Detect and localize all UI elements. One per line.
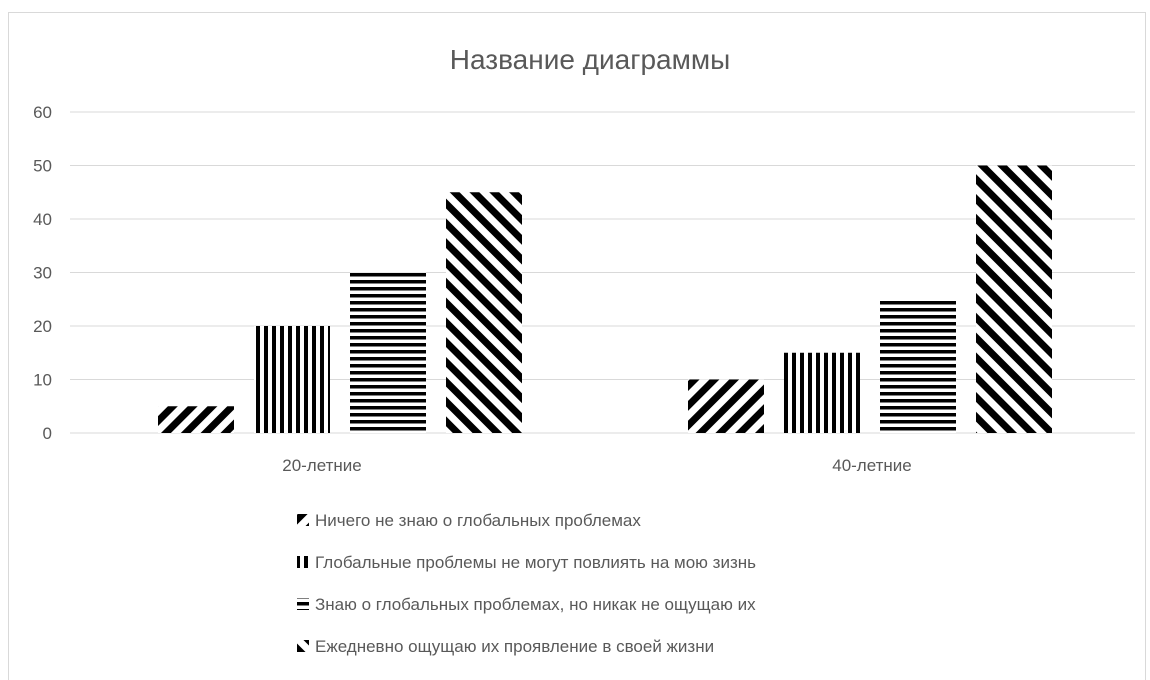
- legend: Ничего не знаю о глобальных проблемах Гло…: [297, 511, 756, 656]
- y-tick-label: 20: [33, 317, 52, 336]
- y-tick-label: 40: [33, 210, 52, 229]
- legend-label: Глобальные проблемы не могут повлиять на…: [315, 553, 756, 572]
- legend-label: Ничего не знаю о глобальных проблемах: [315, 511, 641, 530]
- legend-swatch: [297, 514, 309, 526]
- y-axis-ticks: 0 10 20 30 40 50 60: [33, 103, 52, 443]
- bar-series-3-first: [350, 272, 426, 433]
- y-tick-label: 60: [33, 103, 52, 122]
- y-tick-label: 50: [33, 157, 52, 176]
- x-axis-categories: 20-летние 40-летние: [282, 456, 912, 475]
- bar-series-4-first: [446, 192, 522, 433]
- legend-swatch: [297, 640, 309, 652]
- bar-series-1-second: [688, 379, 764, 433]
- legend-label: Ежедневно ощущаю их проявление в своей ж…: [315, 637, 714, 656]
- y-tick-label: 30: [33, 264, 52, 283]
- bar-series-2-first: [254, 326, 330, 433]
- legend-swatch: [297, 598, 309, 610]
- bar-series-4-second: [976, 165, 1052, 433]
- bars: [158, 165, 1052, 433]
- chart-title: Название диаграммы: [450, 44, 730, 75]
- x-category-label: 20-летние: [282, 456, 362, 475]
- chart-frame: [8, 12, 1146, 680]
- bar-series-2-second: [784, 352, 860, 433]
- legend-swatch: [297, 556, 309, 568]
- y-tick-label: 10: [33, 371, 52, 390]
- bar-series-3-second: [880, 299, 956, 433]
- legend-label: Знаю о глобальных проблемах, но никак не…: [315, 595, 756, 614]
- x-category-label: 40-летние: [832, 456, 912, 475]
- gridlines: [70, 111, 1135, 434]
- y-tick-label: 0: [43, 424, 52, 443]
- bar-series-1-first: [158, 406, 234, 433]
